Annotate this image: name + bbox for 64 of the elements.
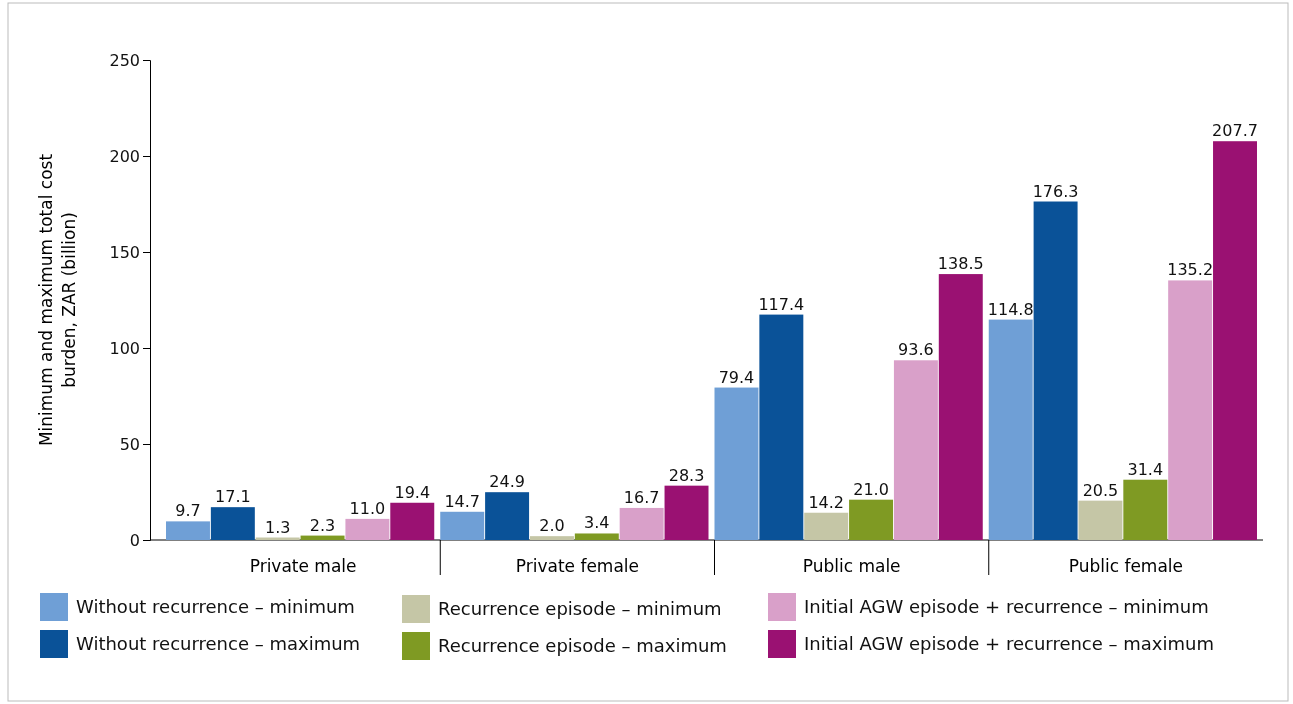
- data-label: 176.3: [1032, 181, 1079, 201]
- bar: [300, 535, 345, 540]
- data-label: 11.0: [349, 498, 386, 518]
- data-label: 2.3: [309, 515, 336, 535]
- bar: [529, 536, 574, 540]
- x-tick-label: Private male: [249, 556, 357, 576]
- legend-label: Initial AGW episode + recurrence – maximum: [804, 633, 1214, 654]
- x-tick-label: Private female: [515, 556, 640, 576]
- bar: [664, 485, 709, 540]
- bar: [714, 387, 759, 540]
- bar: [345, 518, 390, 540]
- data-label: 16.7: [623, 487, 660, 507]
- data-label: 19.4: [394, 482, 431, 502]
- data-label: 9.7: [175, 501, 201, 521]
- data-label: 14.7: [444, 491, 481, 511]
- bar: [1168, 280, 1213, 540]
- y-axis-title: Minimum and maximum total cost burden, ZAR (billion): [36, 153, 79, 447]
- data-label: 135.2: [1167, 260, 1214, 280]
- data-label: 20.5: [1082, 480, 1119, 500]
- bar: [390, 502, 435, 540]
- y-tick-label: 200: [109, 146, 140, 166]
- data-label: 24.9: [489, 472, 525, 492]
- data-label: 207.7: [1212, 121, 1258, 141]
- data-label: 79.4: [718, 367, 755, 387]
- y-tick-label: 100: [109, 338, 140, 358]
- y-tick-label: 150: [109, 242, 140, 262]
- bar: [1078, 500, 1123, 540]
- bar: [1033, 201, 1078, 540]
- bar: [574, 533, 619, 540]
- bar: [166, 521, 210, 540]
- data-label: 17.1: [215, 487, 251, 507]
- bar: [759, 314, 804, 540]
- data-label: 114.8: [987, 299, 1034, 319]
- data-label: 2.0: [539, 516, 565, 536]
- data-label: 14.2: [808, 492, 845, 512]
- legend-label: Without recurrence – minimum: [76, 596, 355, 617]
- legend-label: Recurrence episode – minimum: [438, 598, 722, 619]
- bar: [440, 511, 485, 540]
- x-tick-label: Public female: [1068, 556, 1184, 576]
- bar: [210, 507, 255, 540]
- bar: [1213, 141, 1257, 540]
- data-label: 138.5: [937, 254, 984, 274]
- bar: [849, 499, 894, 540]
- data-label: 117.4: [758, 294, 805, 314]
- data-label: 21.0: [853, 479, 889, 499]
- y-tick-label: 50: [119, 434, 140, 454]
- bar: [1123, 479, 1168, 540]
- data-label: 1.3: [264, 517, 291, 537]
- data-label: 93.6: [898, 340, 934, 360]
- y-tick-label: 250: [109, 50, 140, 70]
- data-label: 28.3: [668, 465, 705, 485]
- y-tick-label: 0: [129, 530, 140, 550]
- bar: [893, 360, 938, 540]
- bar: [804, 512, 849, 540]
- bar: [485, 492, 530, 540]
- legend-label: Without recurrence – maximum: [76, 633, 361, 654]
- data-label: 31.4: [1127, 459, 1164, 479]
- legend-label: Initial AGW episode + recurrence – minimum: [804, 596, 1209, 617]
- bar: [619, 507, 664, 540]
- bar: [988, 319, 1033, 540]
- x-tick-label: Public male: [802, 556, 901, 576]
- legend-label: Recurrence episode – maximum: [438, 635, 727, 656]
- bar: [938, 274, 983, 540]
- data-label: 3.4: [584, 513, 610, 533]
